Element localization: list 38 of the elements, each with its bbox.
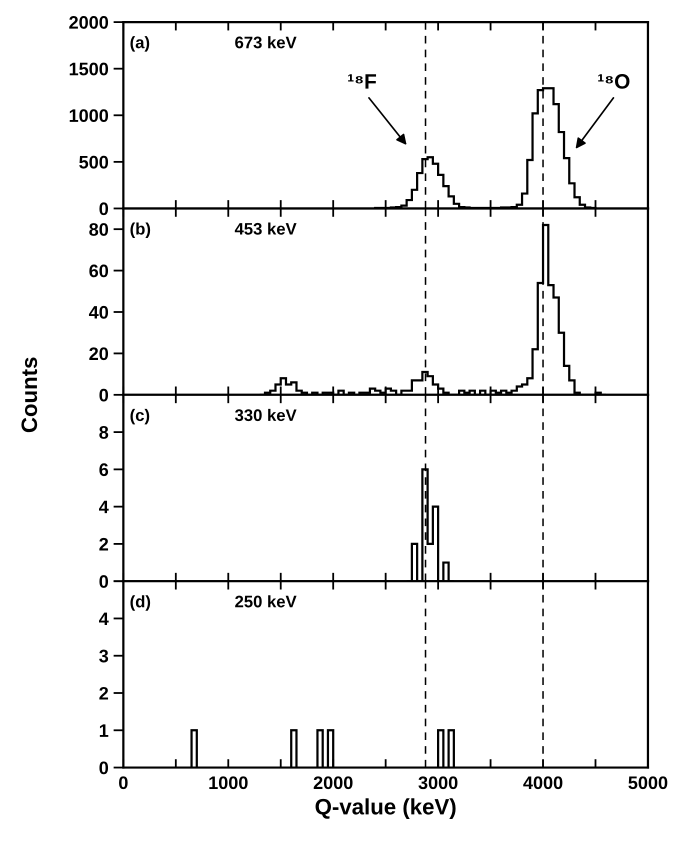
y-tick-label: 1: [100, 724, 108, 737]
y-tick-label: 1500: [70, 62, 108, 76]
annotation: ¹⁸O: [598, 74, 630, 89]
y-tick-label: 2: [99, 538, 108, 550]
x-tick-label: 2000: [314, 776, 353, 790]
y-axis-title: Counts: [21, 357, 38, 432]
y-tick-label: 40: [88, 306, 108, 319]
y-tick-label: 20: [89, 347, 108, 360]
y-tick-label: 6: [99, 463, 108, 476]
annotation: ¹⁸F: [348, 74, 376, 89]
y-tick-label: 3: [99, 650, 108, 662]
annotation: 250 keV: [235, 595, 297, 608]
annotation: 453 keV: [234, 222, 297, 235]
y-tick-label: 0: [99, 575, 108, 588]
y-tick-label: 0: [99, 761, 108, 774]
x-tick-label: 3000: [418, 776, 458, 790]
y-tick-label: 80: [89, 223, 108, 236]
y-tick-label: 4: [99, 612, 109, 625]
y-tick-label: 2: [99, 686, 108, 700]
y-tick-label: 500: [79, 156, 108, 169]
x-axis-title: Q-value (keV): [316, 798, 456, 819]
y-tick-label: 8: [99, 426, 108, 439]
annotation: 330 keV: [234, 408, 297, 422]
annotation: 673 keV: [235, 36, 297, 48]
y-tick-label: 2000: [69, 16, 108, 29]
x-tick-label: 0: [119, 776, 128, 790]
annotation: (d): [130, 595, 150, 611]
y-tick-label: 1000: [70, 109, 108, 122]
x-tick-label: 1000: [209, 776, 248, 790]
x-tick-label: 4000: [523, 776, 562, 790]
annotation: (c): [130, 408, 150, 424]
y-tick-label: 0: [99, 202, 108, 216]
annotation: (a): [130, 36, 150, 52]
annotation: (b): [130, 222, 150, 238]
y-tick-label: 0: [99, 388, 108, 402]
x-tick-label: 5000: [628, 776, 668, 790]
y-tick-label: 60: [89, 264, 108, 278]
y-tick-label: 4: [99, 500, 109, 514]
